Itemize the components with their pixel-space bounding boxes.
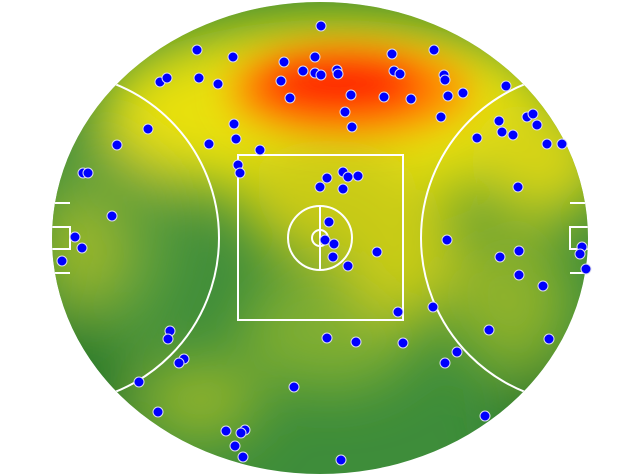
point (439, 74, 451, 86)
point (342, 260, 354, 272)
point (76, 242, 88, 254)
point (319, 234, 331, 246)
point (494, 251, 506, 263)
point (314, 181, 326, 193)
point (496, 126, 508, 138)
point (321, 332, 333, 344)
point (278, 56, 290, 68)
point (513, 245, 525, 257)
point (133, 376, 145, 388)
point (451, 346, 463, 358)
point (371, 246, 383, 258)
point (512, 181, 524, 193)
point (346, 121, 358, 133)
point (392, 306, 404, 318)
point (284, 92, 296, 104)
point (345, 89, 357, 101)
point (541, 138, 553, 150)
point (397, 337, 409, 349)
point (56, 255, 68, 267)
point (531, 119, 543, 131)
point (574, 248, 586, 260)
point (483, 324, 495, 336)
point (234, 167, 246, 179)
point (297, 65, 309, 77)
point (152, 406, 164, 418)
points (56, 20, 592, 466)
point (507, 129, 519, 141)
point (235, 427, 247, 439)
point (288, 381, 300, 393)
point (405, 93, 417, 105)
point (193, 72, 205, 84)
point (350, 336, 362, 348)
point (500, 80, 512, 92)
point (203, 138, 215, 150)
point (471, 132, 483, 144)
point (352, 170, 364, 182)
point (315, 20, 327, 32)
point (323, 216, 335, 228)
point (337, 183, 349, 195)
point (479, 410, 491, 422)
point (327, 251, 339, 263)
point (69, 231, 81, 243)
point (161, 72, 173, 84)
point (229, 440, 241, 452)
point (227, 51, 239, 63)
point (309, 51, 321, 63)
point (328, 238, 340, 250)
point (275, 75, 287, 87)
point (230, 133, 242, 145)
point (173, 357, 185, 369)
point (556, 138, 568, 150)
point (342, 171, 354, 183)
point (441, 234, 453, 246)
point (457, 87, 469, 99)
point (315, 69, 327, 81)
point (106, 210, 118, 222)
point (537, 280, 549, 292)
point (427, 301, 439, 313)
point (527, 108, 539, 120)
point (162, 333, 174, 345)
point (228, 118, 240, 130)
point (580, 263, 592, 275)
point (442, 90, 454, 102)
point (543, 333, 555, 345)
point (428, 44, 440, 56)
point (212, 78, 224, 90)
point (237, 451, 249, 463)
point (254, 144, 266, 156)
point (513, 269, 525, 281)
point (220, 425, 232, 437)
point (394, 68, 406, 80)
point (82, 167, 94, 179)
point (335, 454, 347, 466)
point (378, 91, 390, 103)
point (339, 106, 351, 118)
point (332, 68, 344, 80)
point (435, 111, 447, 123)
point (191, 44, 203, 56)
point (493, 115, 505, 127)
point (321, 172, 333, 184)
point (439, 357, 451, 369)
point (386, 48, 398, 60)
point (111, 139, 123, 151)
point (142, 123, 154, 135)
